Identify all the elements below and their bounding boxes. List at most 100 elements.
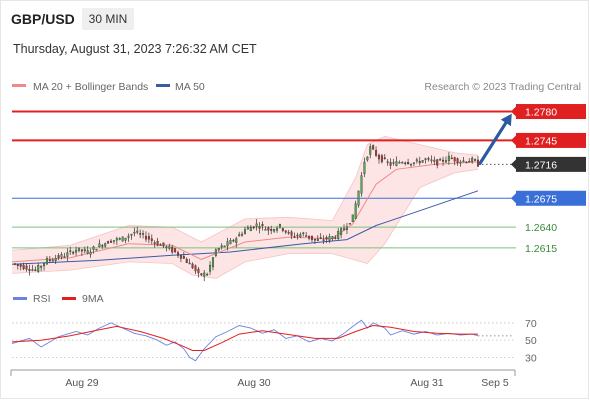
level-label-3: 1.2675 [525, 193, 557, 205]
candle-body [153, 242, 156, 244]
x-tick-label-2: Aug 31 [410, 377, 443, 389]
ma20-legend-label: MA 20 + Bollinger Bands [33, 81, 148, 93]
level-label-5: 1.2615 [525, 243, 557, 255]
candle-body [278, 223, 281, 228]
candle-body [380, 155, 383, 163]
candle-body [142, 233, 145, 235]
candle-body [287, 232, 290, 234]
rsi-legend-swatch [13, 297, 27, 300]
candle-body [80, 249, 83, 252]
candle-body [124, 237, 127, 241]
candle-body [150, 238, 153, 241]
candle-body [377, 154, 380, 160]
candle-body [331, 236, 334, 239]
candle-body [444, 160, 447, 163]
level-label-notch-0 [511, 106, 516, 117]
candle-body [430, 159, 433, 162]
candle-body [86, 250, 89, 254]
candle-body [16, 264, 19, 266]
candle-body [40, 265, 43, 268]
candle-body [191, 263, 194, 269]
candle-body [369, 146, 372, 155]
level-label-notch-1 [511, 135, 516, 146]
candle-body [110, 240, 113, 243]
candle-body [407, 162, 410, 165]
candle-body [258, 226, 261, 229]
candle-body [214, 249, 217, 256]
rsi-tick-label-30: 30 [525, 352, 537, 364]
level-label-box-2 [516, 156, 586, 172]
candle-body [13, 263, 16, 265]
x-tick-label-0: Aug 29 [65, 377, 98, 389]
candle-body [252, 226, 255, 229]
candle-body [264, 229, 267, 231]
candle-body [185, 259, 188, 264]
candle-body [89, 251, 92, 255]
candle-body [421, 160, 424, 163]
candle-body [69, 250, 72, 252]
candle-body [383, 157, 386, 160]
candle-body [156, 241, 159, 246]
rsi-tick-label-50: 50 [525, 335, 537, 347]
candle-body [447, 155, 450, 162]
candle-body [281, 228, 284, 231]
candle-body [427, 158, 430, 160]
candle-body [66, 252, 69, 257]
candle-body [354, 203, 357, 219]
candle-body [322, 239, 325, 241]
candle-body [200, 273, 203, 276]
candle-body [147, 236, 150, 240]
candle-body [316, 238, 319, 241]
level-label-box-3 [516, 190, 586, 206]
candle-body [101, 245, 104, 247]
candle-body [325, 237, 328, 240]
candle-body [232, 239, 235, 242]
candle-body [474, 159, 477, 161]
candle-body [144, 235, 147, 240]
candle-body [165, 246, 168, 248]
level-label-0: 1.2780 [525, 107, 557, 119]
candle-body [203, 272, 206, 277]
candle-body [357, 190, 360, 206]
candle-body [319, 237, 322, 239]
level-label-box-0 [516, 104, 586, 120]
candle-body [226, 241, 229, 247]
candle-body [133, 231, 136, 234]
level-label-2: 1.2716 [525, 159, 557, 171]
candle-body [293, 236, 296, 238]
candle-body [395, 161, 398, 167]
candle-body [348, 223, 351, 225]
candle-body [392, 162, 395, 164]
candle-body [75, 249, 78, 253]
candle-body [345, 226, 348, 231]
candle-body [340, 228, 343, 235]
candle-body [177, 252, 180, 256]
candle-body [188, 262, 191, 265]
candle-body [273, 229, 276, 232]
candle-body [139, 233, 142, 235]
candle-body [92, 246, 95, 250]
candle-body [363, 161, 366, 174]
candle-body [439, 158, 442, 161]
candle-body [121, 236, 124, 242]
timeframe-badge [82, 8, 134, 30]
candle-body [296, 234, 299, 237]
candle-body [209, 264, 212, 272]
candle-body [229, 240, 232, 245]
candle-body [238, 234, 241, 237]
candle-body [418, 161, 421, 164]
symbol-title: GBP/USD [11, 11, 75, 27]
candle-body [112, 240, 115, 242]
candle-body [351, 214, 354, 223]
candle-body [28, 269, 31, 271]
candle-body [284, 230, 287, 233]
candle-body [174, 248, 177, 253]
level-label-notch-3 [511, 193, 516, 204]
candle-body [366, 156, 369, 161]
candle-body [305, 235, 308, 237]
candle-body [63, 256, 66, 258]
ma50-legend-label: MA 50 [175, 81, 205, 93]
candle-body [424, 158, 427, 160]
candle-body [453, 157, 456, 162]
